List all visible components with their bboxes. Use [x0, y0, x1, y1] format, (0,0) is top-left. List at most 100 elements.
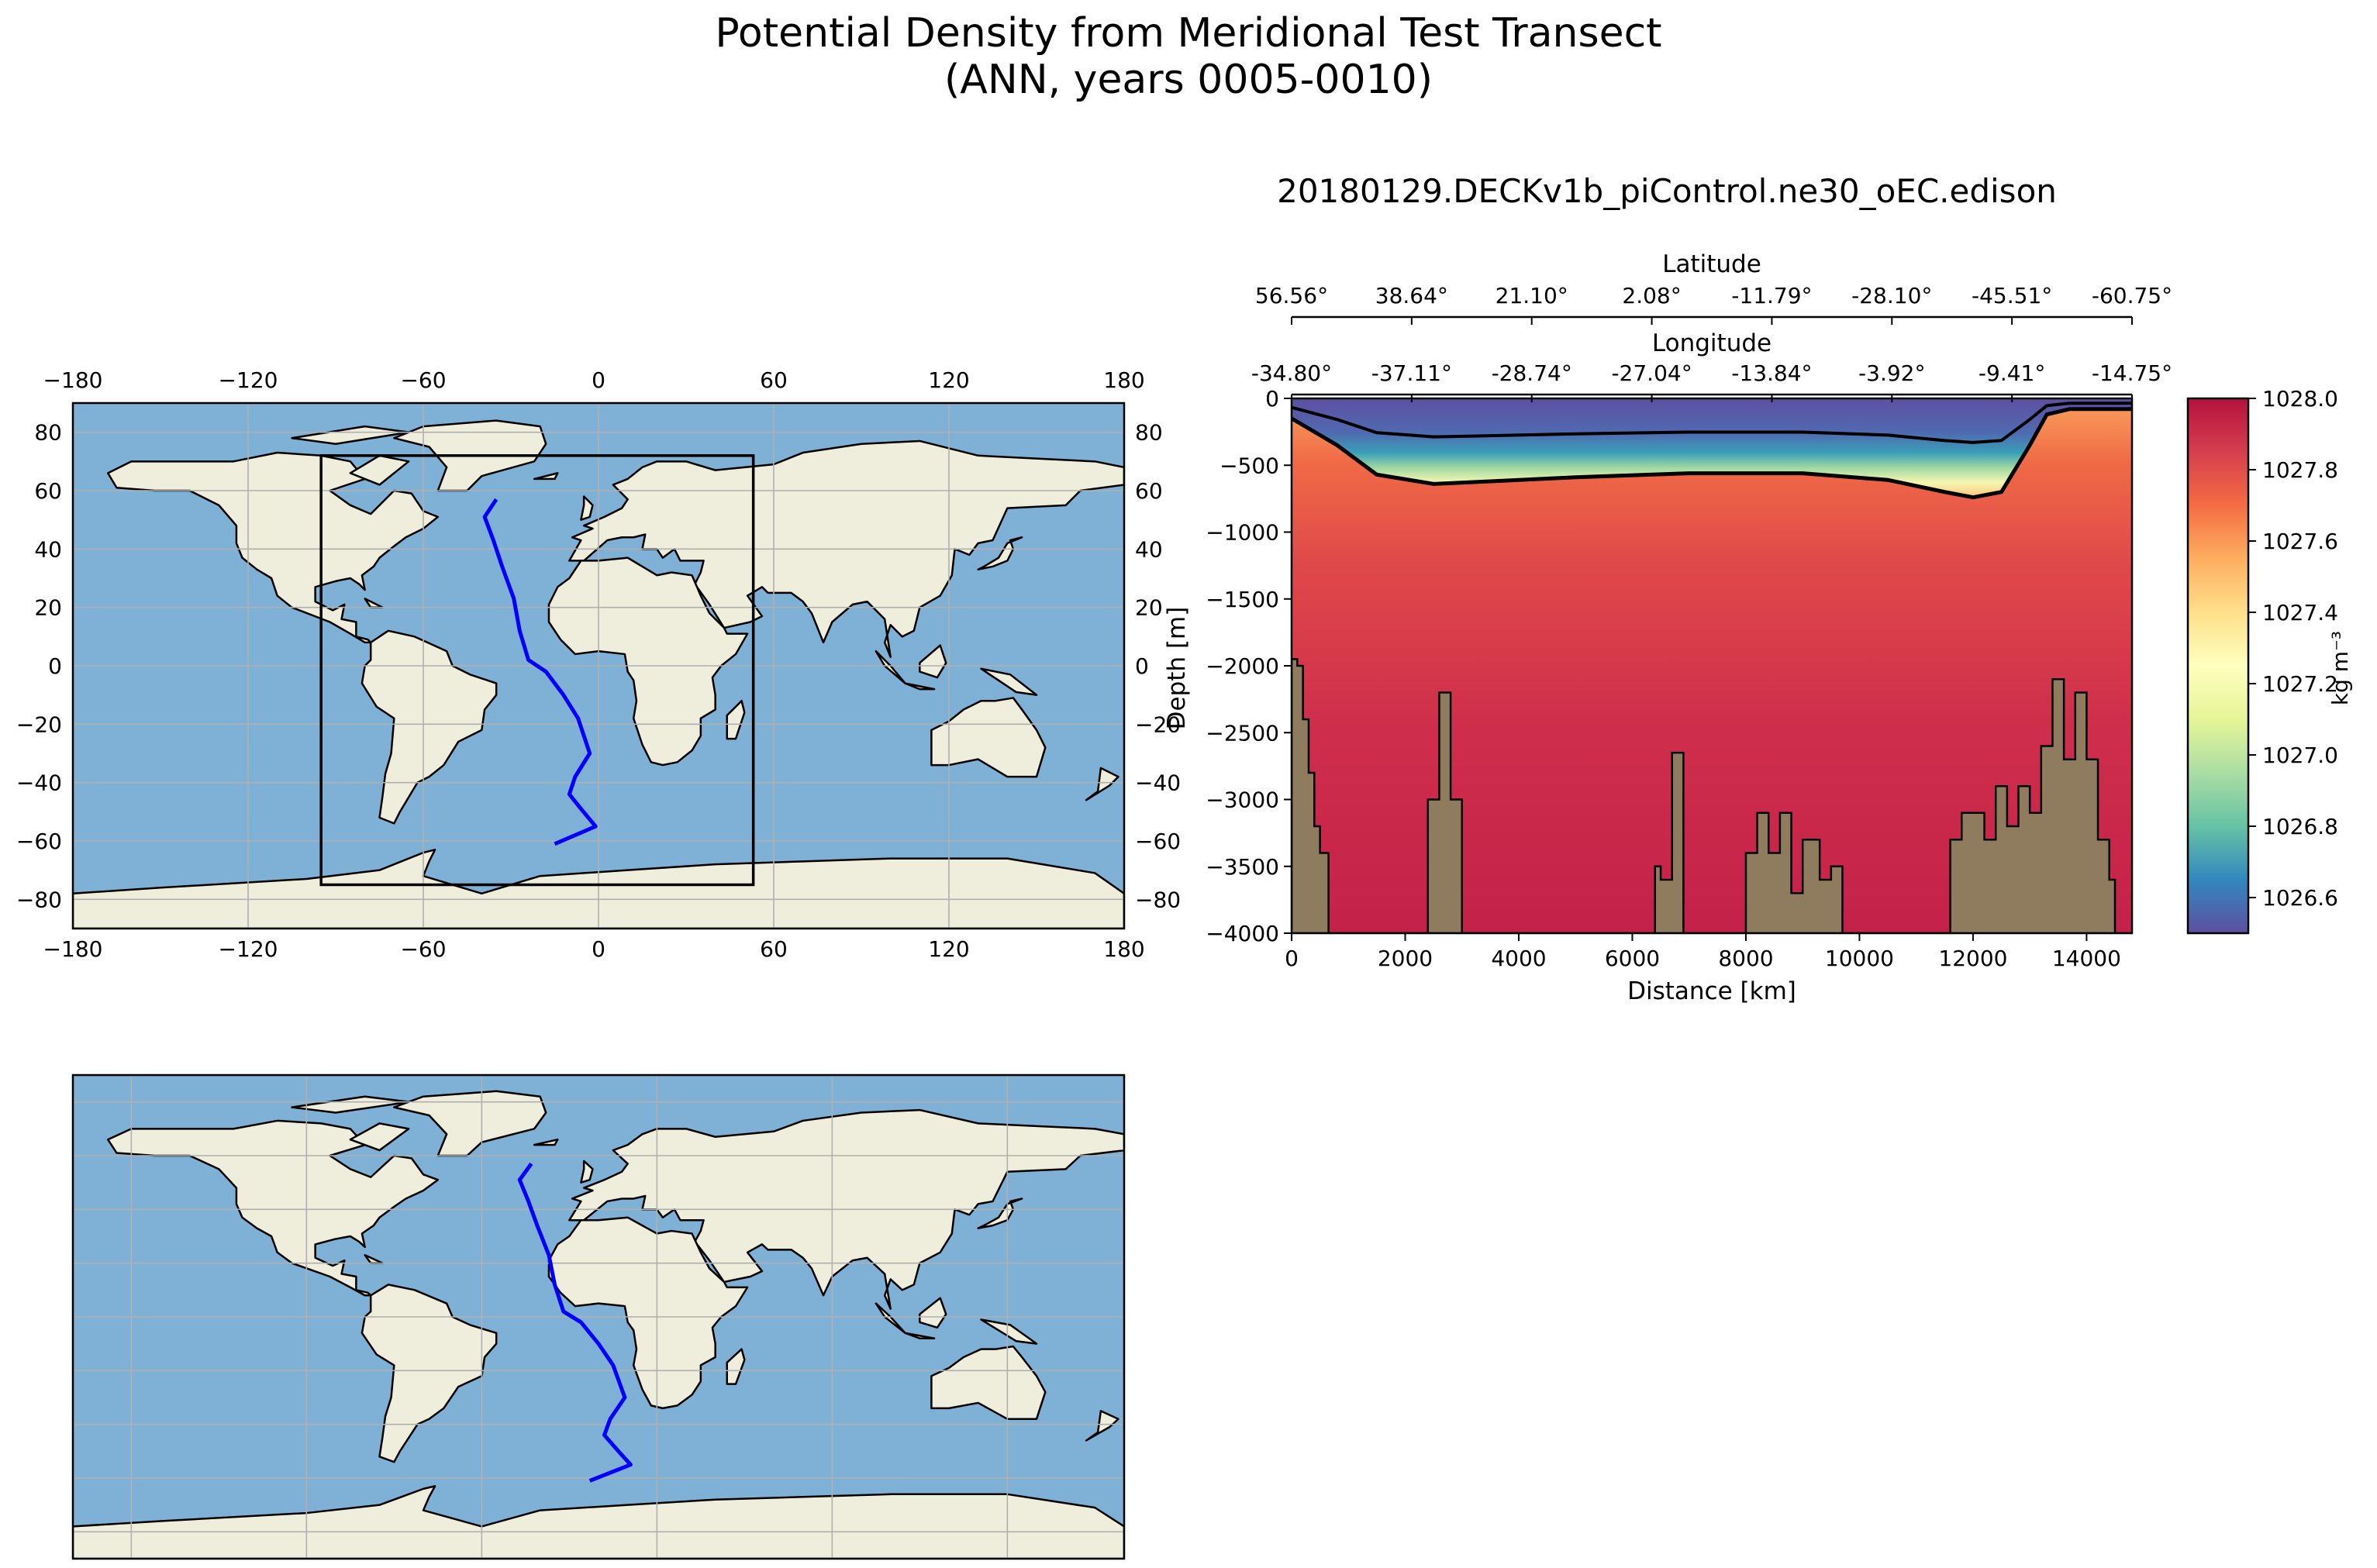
longitude-tick: -9.41°: [1979, 360, 2045, 386]
map-left-tick: −20: [16, 712, 62, 737]
landmass-11: [904, 682, 936, 691]
longitude-tick: -14.75°: [2092, 360, 2172, 386]
map-right-tick: 20: [1135, 595, 1163, 621]
map-right-tick: −20: [1135, 712, 1181, 737]
landmass-13-zoom: [980, 1318, 1038, 1345]
latitude-tick: 56.56°: [1255, 283, 1328, 308]
landmass-8: [580, 495, 594, 521]
map-right-tick-labels: 80 60 40 20 0 −20 −40 −60 −80: [1135, 420, 1181, 913]
density-contour-upper: [1292, 401, 2132, 444]
map-right-tick: −40: [1135, 770, 1181, 796]
colorbar-tick: 1027.8: [2262, 457, 2338, 483]
landmass-17-zoom: [349, 1122, 410, 1152]
map-right-tick: 40: [1135, 536, 1163, 562]
map-right-tick: 60: [1135, 478, 1163, 504]
map-top-tick: 120: [928, 367, 969, 393]
distance-tick: 14000: [2052, 946, 2121, 971]
depth-tick: −1500: [1206, 587, 1279, 612]
zoomed-map-panel: [71, 1073, 1126, 1560]
map-left-tick: 40: [34, 536, 62, 562]
depth-tick-labels: 0 −500 −1000 −1500 −2000 −2500 −3000 −3500 −4000: [1206, 386, 1292, 946]
map-left-tick: 20: [34, 595, 62, 621]
colorbar-tick: 1028.0: [2262, 386, 2338, 412]
colorbar-tick-labels: 1028.0 1027.8 1027.6 1027.4 1027.2 1027.0 1026…: [2248, 386, 2338, 911]
map-left-tick: −60: [16, 829, 62, 854]
map-bottom-tick: 180: [1103, 936, 1144, 962]
global-map-panel: −180 −120 −60 0 60 120 180 −180 −120 −60 0 60 120 18…: [16, 367, 1181, 962]
map-bottom-tick: −60: [400, 936, 446, 962]
longitude-tick: -3.92°: [1858, 360, 1925, 386]
section-panel-title: 20180129.DECKv1b_piControl.ne30_oEC.edis…: [1277, 172, 2057, 210]
map-frame: [71, 401, 1126, 930]
longitude-tick: -28.74°: [1492, 360, 1572, 386]
map-frame: [71, 1073, 1126, 1560]
map-right-tick: −80: [1135, 887, 1181, 912]
colorbar-tick: 1027.4: [2262, 600, 2338, 625]
latitude-tick: 21.10°: [1496, 283, 1568, 308]
map-top-tick: −60: [400, 367, 446, 393]
distance-tick: 10000: [1825, 946, 1894, 971]
longitude-tick: -37.11°: [1371, 360, 1452, 386]
x-axis-label: Distance [km]: [1627, 977, 1796, 1005]
map-right-tick: 80: [1135, 420, 1163, 446]
map-left-tick-labels: 80 60 40 20 0 −20 −40 −60 −80: [16, 420, 62, 913]
latitude-tick: 38.64°: [1375, 283, 1448, 308]
density-contour: [1292, 407, 2132, 500]
map-bottom-tick: −120: [219, 936, 278, 962]
distance-tick: 2000: [1378, 946, 1433, 971]
depth-tick: −3000: [1206, 787, 1279, 813]
latitude-tick: 2.08°: [1622, 283, 1681, 308]
latitude-tick: -28.10°: [1851, 283, 1932, 308]
landmass-9: [977, 536, 1023, 570]
colorbar-gradient: [2186, 397, 2250, 935]
depth-tick: −4000: [1206, 921, 1279, 946]
latitude-tick: -11.79°: [1731, 283, 1812, 308]
transect-line: [517, 1162, 633, 1483]
region-box: [319, 454, 755, 887]
map-gridlines: [73, 403, 1124, 929]
landmass-14-zoom: [1085, 1410, 1120, 1442]
landmass-4-zoom: [547, 1216, 749, 1410]
map-top-tick-labels: −180 −120 −60 0 60 120 180: [43, 367, 1145, 393]
depth-tick: −500: [1220, 453, 1279, 478]
distance-tick: 8000: [1718, 946, 1773, 971]
colorbar-tick: 1026.6: [2262, 885, 2338, 911]
landmass-11-zoom: [904, 1332, 936, 1339]
map-right-tick: 0: [1135, 653, 1149, 679]
map-top-tick: −180: [43, 367, 103, 393]
map-bottom-tick: 120: [928, 936, 969, 962]
landmass-2-zoom: [393, 1090, 547, 1157]
colorbar-tick: 1026.8: [2262, 814, 2338, 839]
map-bottom-tick: 60: [760, 936, 788, 962]
figure-title-line1: Potential Density from Meridional Test T…: [715, 10, 1662, 57]
longitude-tick: -13.84°: [1731, 360, 1812, 386]
depth-tick: −2000: [1206, 653, 1279, 679]
landmass-5-zoom: [726, 1348, 746, 1385]
depth-tick: −3500: [1206, 854, 1279, 880]
y-axis-label: Depth [m]: [1163, 607, 1191, 730]
landmass-13: [980, 667, 1038, 696]
map-top-tick: −120: [219, 367, 278, 393]
depth-tick: −1000: [1206, 520, 1279, 546]
section-panel: 0 2000 4000 6000 8000 10000 12000 14000 0 −500 −1…: [1163, 250, 2172, 1005]
landmass-6: [930, 697, 1047, 778]
map-left-tick: −80: [16, 887, 62, 912]
map-top-tick: 60: [760, 367, 788, 393]
figure-title-line2: (ANN, years 0005-0010): [944, 57, 1433, 103]
latitude-tick: -60.75°: [2092, 283, 2172, 308]
transect-line: [482, 498, 598, 846]
longitude-axis-label: Longitude: [1652, 329, 1772, 357]
map-top-tick: 180: [1103, 367, 1144, 393]
surface-light-water: [1292, 398, 2132, 498]
distance-tick-labels: 0 2000 4000 6000 8000 10000 12000 14000: [1285, 933, 2121, 971]
landmass-12-zoom: [919, 1297, 947, 1329]
colorbar-tick: 1027.2: [2262, 671, 2338, 697]
depth-tick: −2500: [1206, 720, 1279, 746]
map-right-tick: −60: [1135, 829, 1181, 854]
longitude-tick: -34.80°: [1251, 360, 1332, 386]
distance-tick: 0: [1285, 946, 1299, 971]
map-bottom-tick: −180: [43, 936, 103, 962]
landmass-15: [533, 472, 559, 481]
landmass-14: [1085, 767, 1120, 801]
map-left-tick: −40: [16, 770, 62, 796]
